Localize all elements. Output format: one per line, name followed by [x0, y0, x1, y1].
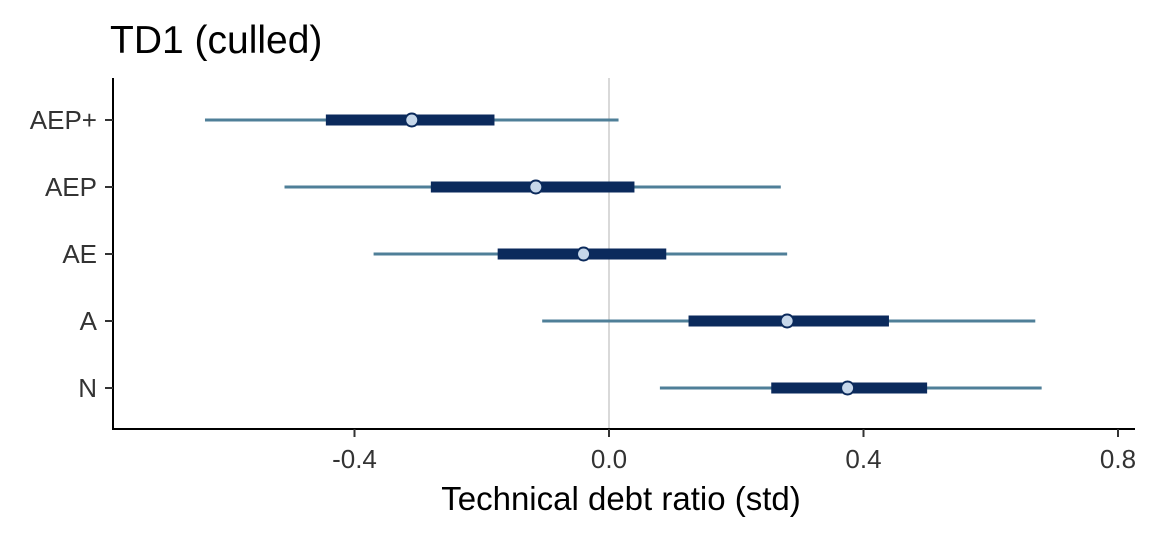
interval-aep-plus [204, 112, 619, 128]
x-tick-label: 0.4 [845, 444, 881, 474]
x-axis-ticks: -0.4 0.0 0.4 0.8 [332, 429, 1136, 474]
interval-marks [204, 112, 1042, 396]
x-tick-label: -0.4 [332, 444, 377, 474]
interval-aep [284, 179, 781, 195]
y-tick-label: AEP [45, 172, 97, 202]
point-estimate-aep-plus [404, 112, 420, 128]
interval-n [659, 380, 1042, 396]
x-tick-label: 0.8 [1100, 444, 1136, 474]
y-axis-ticks: AEP+ AEP AE A N [30, 105, 113, 403]
point-estimate-ae [576, 246, 592, 262]
y-tick-label: AE [62, 239, 97, 269]
point-estimate-aep [528, 179, 544, 195]
x-axis-title: Technical debt ratio (std) [441, 480, 801, 517]
y-tick-label: A [80, 306, 98, 336]
point-estimate-a [779, 313, 795, 329]
y-tick-label: N [78, 373, 97, 403]
interval-a [542, 313, 1036, 329]
interval-ae [373, 246, 788, 262]
x-tick-label: 0.0 [591, 444, 627, 474]
point-estimate-n [840, 380, 856, 396]
y-tick-label: AEP+ [30, 105, 97, 135]
chart-title: TD1 (culled) [110, 19, 322, 62]
